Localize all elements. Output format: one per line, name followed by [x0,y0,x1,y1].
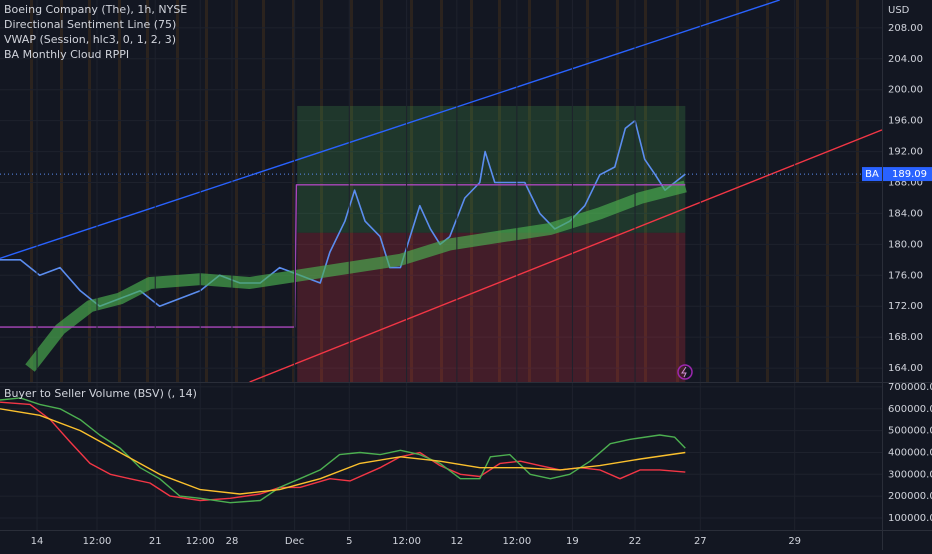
session-stripe [88,0,91,382]
symbol-tag: BA [865,169,879,180]
y-tick-label: 208.00 [888,23,923,34]
session-stripe [440,0,443,382]
session-stripe [616,0,619,382]
y-tick-label: 196.00 [888,116,923,127]
y-tick-label: 100000.00 [888,513,932,524]
x-tick-label: 22 [629,536,642,547]
x-tick-label: Dec [285,536,304,547]
x-tick-label: 19 [566,536,579,547]
x-tick-label: 29 [788,536,801,547]
session-stripe [826,0,829,382]
last-price-label: 189.09 [892,169,927,180]
zone [297,232,686,382]
session-stripe [146,0,149,382]
pane-title: Buyer to Seller Volume (BSV) (, 14) [4,387,197,400]
session-stripe [262,0,265,382]
symbol-tag-box [862,167,882,182]
y-tick-label: 180.00 [888,239,923,250]
session-stripe [796,0,799,382]
session-stripe [380,0,383,382]
x-tick-label: 12:00 [186,536,215,547]
legend-entry: Directional Sentiment Line (75) [4,18,176,31]
volume-pane [0,383,882,530]
cloud-band [25,180,687,372]
x-tick-label: 12:00 [83,536,112,547]
series-line [0,397,686,504]
session-stripe [235,0,238,382]
series-line [0,0,780,259]
legend-entry: Boeing Company (The), 1h, NYSE [4,3,187,16]
series-line [0,184,686,328]
session-stripe [706,0,709,382]
series-line [249,129,882,382]
session-stripe [176,0,179,382]
y-tick-label: 700000.00 [888,382,932,393]
session-stripe [30,0,33,382]
last-price-box [883,167,932,182]
axes: 208.00 204.00 200.00 196.00 192.00 188.00 184.… [31,23,932,547]
y-tick-label: 184.00 [888,208,923,219]
legend-entry: VWAP (Session, hlc3, 0, 1, 2, 3) [4,33,176,46]
price-pane [0,0,882,382]
session-stripe [350,0,353,382]
x-tick-label: 28 [226,536,239,547]
session-stripe [118,0,121,382]
y-tick-label: 500000.00 [888,426,932,437]
series-line [0,408,686,495]
event-icon[interactable] [677,364,693,380]
y-tick-label: 172.00 [888,301,923,312]
currency-label: USD [888,5,910,16]
session-stripe [498,0,501,382]
x-tick-label: 27 [694,536,707,547]
session-stripe [60,0,63,382]
y-tick-label: 188.00 [888,177,923,188]
session-stripe [766,0,769,382]
session-stripe [292,0,295,382]
x-tick-label: 12:00 [502,536,531,547]
y-tick-label: 400000.00 [888,447,932,458]
y-tick-label: 200000.00 [888,491,932,502]
session-stripe [556,0,559,382]
session-stripe [320,0,323,382]
x-tick-label: 12:00 [392,536,421,547]
y-tick-label: 164.00 [888,363,923,374]
session-stripe [410,0,413,382]
x-tick-label: 14 [31,536,44,547]
y-tick-label: 192.00 [888,147,923,158]
legend-entry: BA Monthly Cloud RPPI [4,48,129,61]
session-stripe [856,0,859,382]
x-tick-label: 21 [149,536,162,547]
y-tick-label: 200.00 [888,85,923,96]
y-tick-label: 168.00 [888,332,923,343]
x-tick-label: 12 [451,536,464,547]
event-icon-bolt [681,366,687,378]
y-tick-label: 204.00 [888,54,923,65]
x-tick-label: 5 [346,536,352,547]
session-stripe [586,0,589,382]
y-tick-label: 300000.00 [888,469,932,480]
y-tick-label: 176.00 [888,270,923,281]
session-stripe [736,0,739,382]
y-tick-label: 600000.00 [888,404,932,415]
session-stripe [205,0,208,382]
